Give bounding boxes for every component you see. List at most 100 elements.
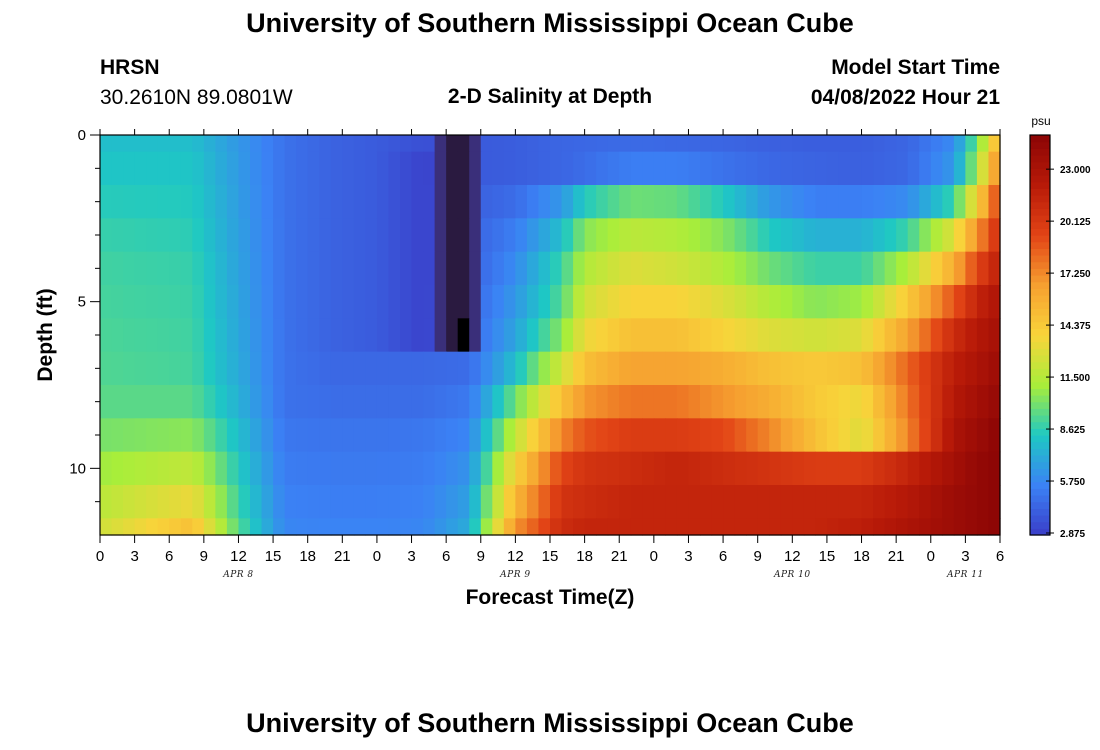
heatmap-cell [976, 285, 990, 319]
heatmap-cell [169, 135, 182, 153]
heatmap-cell [411, 351, 424, 386]
heatmap-cell [596, 418, 609, 453]
heatmap-cell [953, 218, 966, 253]
heatmap-cell [365, 518, 378, 536]
heatmap-cell [273, 418, 286, 453]
heatmap-cell [215, 251, 228, 286]
heatmap-cell [226, 151, 240, 186]
heatmap-cell [953, 385, 966, 419]
heatmap-cell [203, 318, 216, 353]
heatmap-cell [434, 418, 447, 453]
heatmap-cell [526, 351, 540, 386]
heatmap-cell [192, 218, 205, 253]
heatmap-cell [953, 185, 966, 219]
heatmap-cell [526, 151, 540, 186]
heatmap-cell [157, 518, 170, 536]
heatmap-cell [238, 451, 251, 486]
heatmap-cell [273, 218, 286, 253]
heatmap-cell [861, 218, 874, 253]
heatmap-cell [365, 351, 378, 386]
heatmap-cell [803, 485, 816, 519]
heatmap-cell [803, 451, 816, 486]
heatmap-cell [353, 351, 366, 386]
heatmap-cell [296, 185, 309, 219]
heatmap-cell [676, 251, 690, 286]
heatmap-cell [480, 251, 493, 286]
heatmap-cell [642, 251, 655, 286]
heatmap-cell [469, 385, 482, 419]
heatmap-cell [573, 151, 586, 186]
heatmap-cell [261, 251, 274, 286]
heatmap-cell [226, 218, 240, 253]
heatmap-cell [907, 518, 920, 536]
heatmap-cell [550, 218, 563, 253]
heatmap-cell [376, 385, 390, 419]
heatmap-cell [907, 151, 920, 186]
heatmap-cell [803, 135, 816, 153]
heatmap-cell [284, 351, 297, 386]
heatmap-cell [411, 185, 424, 219]
heatmap-cell [746, 518, 759, 536]
heatmap-cell [642, 385, 655, 419]
heatmap-cell [930, 218, 943, 253]
heatmap-cell [146, 385, 159, 419]
heatmap-cell [838, 251, 851, 286]
heatmap-cell [376, 418, 390, 453]
heatmap-cell [284, 485, 297, 519]
x-tick-label: 21 [334, 548, 351, 565]
x-tick-label: 21 [888, 548, 905, 565]
heatmap-cell [746, 318, 759, 353]
heatmap-cell [976, 518, 990, 536]
heatmap-cell [665, 251, 678, 286]
colorbar-segment [1030, 201, 1050, 209]
heatmap-cell [365, 151, 378, 186]
heatmap-cell [250, 251, 263, 286]
heatmap-cell [861, 185, 874, 219]
heatmap-cell [607, 185, 620, 219]
heatmap-cell [515, 485, 528, 519]
heatmap-cell [284, 385, 297, 419]
heatmap-cell [319, 351, 332, 386]
heatmap-cell [134, 351, 147, 386]
colorbar-segment [1030, 435, 1050, 443]
x-tick-label: 21 [611, 548, 628, 565]
heatmap-cell [965, 518, 978, 536]
heatmap-cell [584, 451, 597, 486]
heatmap-cell [653, 251, 666, 286]
heatmap-cell [930, 135, 943, 153]
heatmap-cell [550, 318, 563, 353]
heatmap-cell [250, 485, 263, 519]
heatmap-cell [919, 135, 932, 153]
heatmap-cell [907, 485, 920, 519]
heatmap-cell [826, 418, 840, 453]
heatmap-cell [273, 135, 286, 153]
heatmap-cell [284, 251, 297, 286]
colorbar-segment [1030, 468, 1050, 476]
heatmap-cell [596, 451, 609, 486]
heatmap-cell [665, 485, 678, 519]
heatmap-cell [307, 185, 320, 219]
heatmap-cell [803, 385, 816, 419]
heatmap-cell [388, 318, 401, 353]
heatmap-cell [538, 318, 551, 353]
heatmap-cell [815, 135, 828, 153]
heatmap-cell [215, 218, 228, 253]
heatmap-cell [215, 318, 228, 353]
colorbar-segment [1030, 308, 1050, 316]
heatmap-cell [907, 251, 920, 286]
heatmap-cell [342, 151, 355, 186]
heatmap-cell [861, 385, 874, 419]
heatmap-cell [146, 151, 159, 186]
heatmap-cell [238, 385, 251, 419]
heatmap-cell [561, 251, 574, 286]
x-tick-label: 12 [507, 548, 524, 565]
heatmap-cell [919, 485, 932, 519]
heatmap-cell [273, 185, 286, 219]
x-tick-label: 6 [719, 548, 727, 565]
heatmap-cell [411, 135, 424, 153]
heatmap-cell [988, 451, 1001, 486]
heatmap-cell [769, 385, 782, 419]
heatmap-cell [919, 285, 932, 319]
heatmap-cell [376, 485, 390, 519]
heatmap-cell [965, 385, 978, 419]
